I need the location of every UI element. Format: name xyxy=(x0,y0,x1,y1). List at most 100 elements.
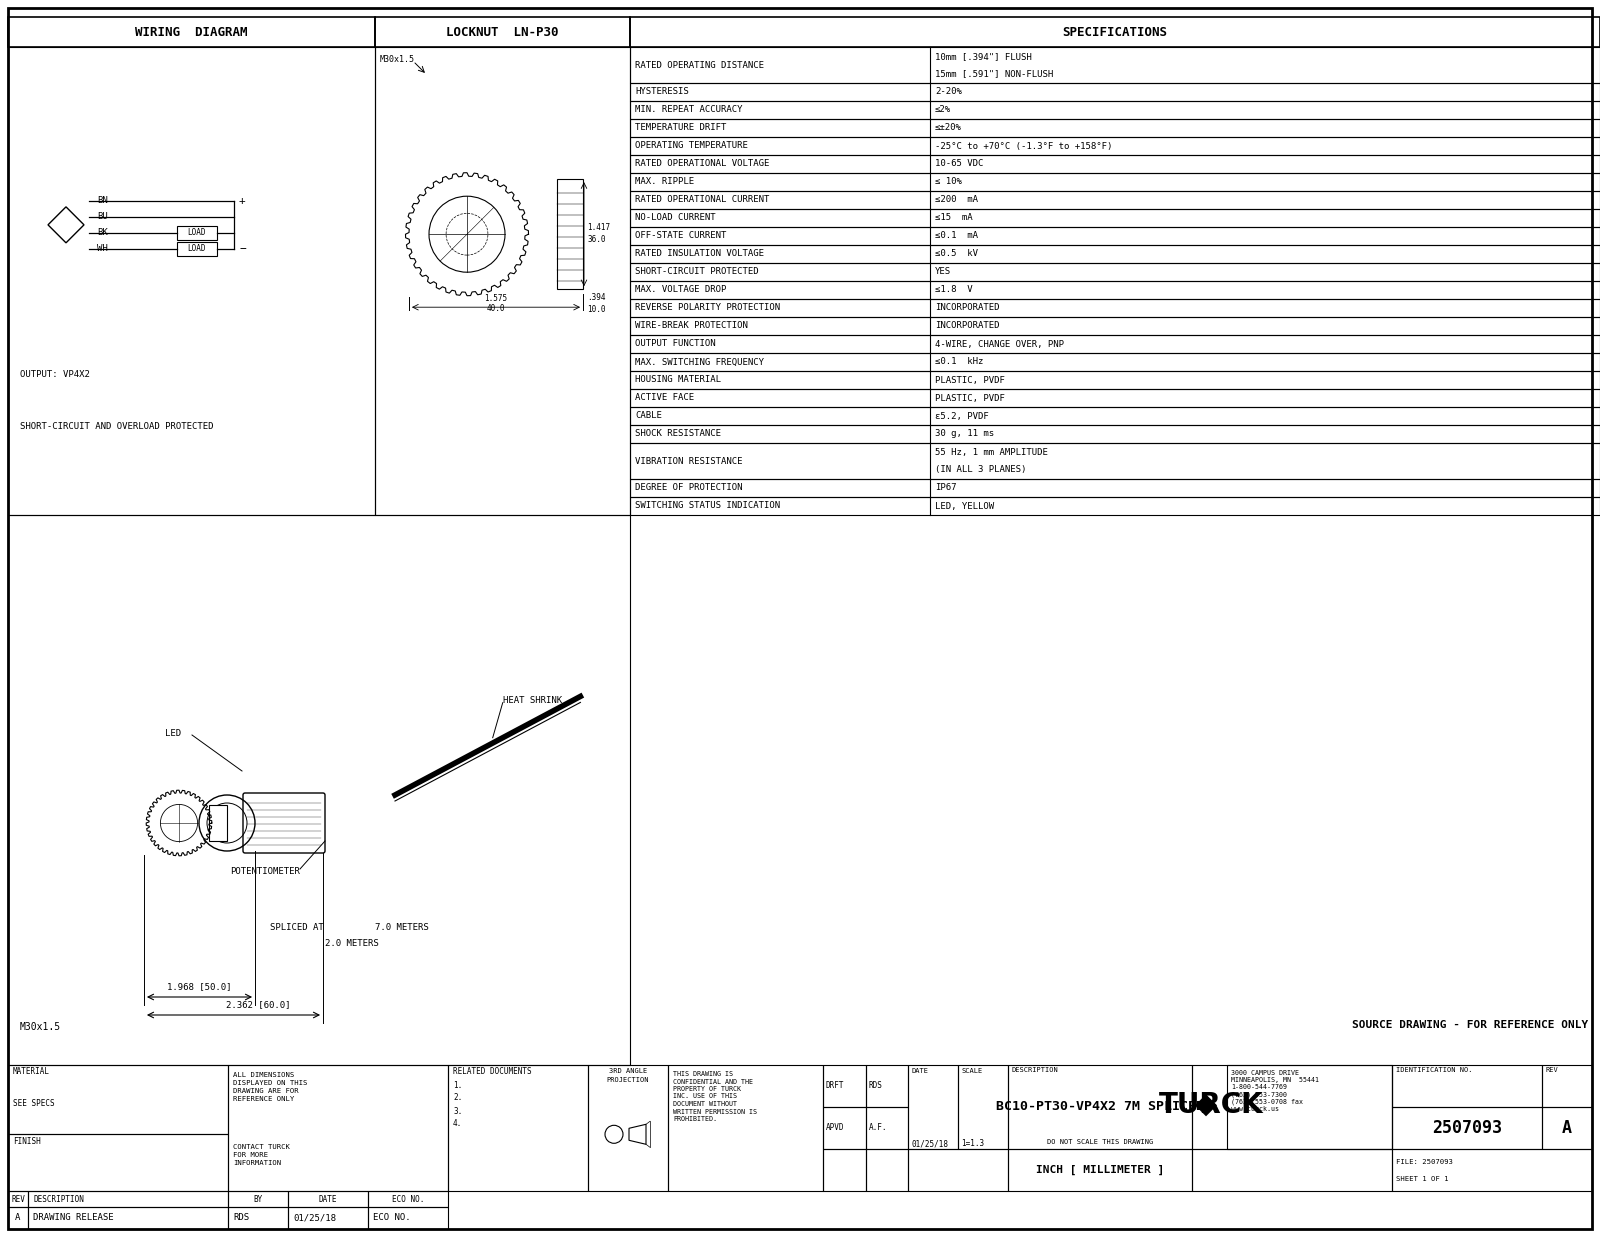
Bar xyxy=(630,155,1600,173)
Text: 55 Hz, 1 mm AMPLITUDE: 55 Hz, 1 mm AMPLITUDE xyxy=(934,448,1048,458)
Text: PROJECTION: PROJECTION xyxy=(606,1077,650,1084)
Text: DISPLAYED ON THIS: DISPLAYED ON THIS xyxy=(234,1080,307,1086)
Bar xyxy=(630,479,1600,497)
Text: SHOCK RESISTANCE: SHOCK RESISTANCE xyxy=(635,429,722,438)
Bar xyxy=(630,245,1600,263)
Text: VIBRATION RESISTANCE: VIBRATION RESISTANCE xyxy=(635,456,742,465)
Bar xyxy=(8,1134,229,1191)
Bar xyxy=(1227,1065,1392,1149)
Text: HEAT SHRINK: HEAT SHRINK xyxy=(502,696,562,705)
Bar xyxy=(630,388,1600,407)
Text: 2.0 METERS: 2.0 METERS xyxy=(325,939,379,948)
Bar xyxy=(229,1191,288,1207)
Bar xyxy=(1542,1065,1592,1107)
Bar xyxy=(822,1149,866,1191)
Text: CONFIDENTIAL AND THE: CONFIDENTIAL AND THE xyxy=(674,1079,754,1085)
Text: 2.362 [60.0]: 2.362 [60.0] xyxy=(226,1001,291,1009)
Bar xyxy=(229,1207,288,1230)
Text: (IN ALL 3 PLANES): (IN ALL 3 PLANES) xyxy=(934,465,1026,474)
Text: FOR MORE: FOR MORE xyxy=(234,1153,269,1158)
Text: CONTACT TURCK: CONTACT TURCK xyxy=(234,1144,290,1150)
Bar xyxy=(630,83,1600,101)
Text: BY: BY xyxy=(253,1195,262,1204)
Bar xyxy=(630,119,1600,137)
Bar xyxy=(630,173,1600,190)
Text: 3.: 3. xyxy=(453,1107,462,1116)
Text: LOAD: LOAD xyxy=(187,245,206,254)
Text: REFERENCE ONLY: REFERENCE ONLY xyxy=(234,1096,294,1102)
Text: WRITTEN PERMISSION IS: WRITTEN PERMISSION IS xyxy=(674,1108,757,1115)
Bar xyxy=(1008,1065,1192,1149)
Text: A.F.: A.F. xyxy=(869,1123,886,1133)
Bar xyxy=(630,299,1600,317)
Text: DESCRIPTION: DESCRIPTION xyxy=(1013,1068,1059,1072)
Text: -25°C to +70°C (-1.3°F to +158°F): -25°C to +70°C (-1.3°F to +158°F) xyxy=(934,141,1112,151)
Bar xyxy=(958,1065,1008,1149)
Text: DRAWING RELEASE: DRAWING RELEASE xyxy=(34,1213,114,1222)
Text: PROHIBITED.: PROHIBITED. xyxy=(674,1116,717,1122)
Bar xyxy=(866,1107,909,1149)
Text: SPLICED AT: SPLICED AT xyxy=(270,924,323,933)
Text: RATED OPERATIONAL CURRENT: RATED OPERATIONAL CURRENT xyxy=(635,195,770,204)
Bar xyxy=(29,1207,229,1230)
Bar xyxy=(822,1065,866,1107)
Text: DO NOT SCALE THIS DRAWING: DO NOT SCALE THIS DRAWING xyxy=(1046,1139,1154,1145)
Text: ≤15  mA: ≤15 mA xyxy=(934,214,973,223)
Text: 4-WIRE, CHANGE OVER, PNP: 4-WIRE, CHANGE OVER, PNP xyxy=(934,339,1064,349)
Text: BN: BN xyxy=(98,197,107,205)
Text: MAX. VOLTAGE DROP: MAX. VOLTAGE DROP xyxy=(635,286,726,294)
Bar xyxy=(178,242,218,256)
Bar xyxy=(669,1065,822,1191)
Bar xyxy=(374,47,630,515)
Text: 10mm [.394"] FLUSH: 10mm [.394"] FLUSH xyxy=(934,52,1032,61)
Text: MAX. SWITCHING FREQUENCY: MAX. SWITCHING FREQUENCY xyxy=(635,357,765,366)
Text: ≤0.1  mA: ≤0.1 mA xyxy=(934,231,978,240)
Text: RDS: RDS xyxy=(869,1081,882,1091)
Text: RDS: RDS xyxy=(234,1213,250,1222)
Text: FINISH: FINISH xyxy=(13,1137,40,1145)
Text: 2.: 2. xyxy=(453,1094,462,1102)
Text: 1.575: 1.575 xyxy=(485,293,507,303)
Bar xyxy=(557,179,582,289)
Text: SOURCE DRAWING - FOR REFERENCE ONLY: SOURCE DRAWING - FOR REFERENCE ONLY xyxy=(1352,1021,1587,1030)
Bar xyxy=(630,101,1600,119)
Text: ALL DIMENSIONS: ALL DIMENSIONS xyxy=(234,1072,294,1077)
Text: DATE: DATE xyxy=(318,1195,338,1204)
Text: RATED OPERATIONAL VOLTAGE: RATED OPERATIONAL VOLTAGE xyxy=(635,160,770,168)
Text: ε5.2, PVDF: ε5.2, PVDF xyxy=(934,412,989,421)
Bar xyxy=(909,1149,1008,1191)
Text: SCALE: SCALE xyxy=(962,1068,982,1074)
Bar xyxy=(29,1191,229,1207)
Bar xyxy=(909,1065,958,1149)
Text: 01/25/18: 01/25/18 xyxy=(293,1213,336,1222)
Text: INCH [ MILLIMETER ]: INCH [ MILLIMETER ] xyxy=(1035,1165,1165,1175)
Text: 2507093: 2507093 xyxy=(1432,1119,1502,1137)
Bar xyxy=(630,281,1600,299)
Bar xyxy=(630,407,1600,426)
Bar xyxy=(630,335,1600,353)
Text: 36.0: 36.0 xyxy=(587,235,605,244)
Text: CABLE: CABLE xyxy=(635,412,662,421)
Text: LOAD: LOAD xyxy=(187,229,206,238)
Text: IP67: IP67 xyxy=(934,484,957,492)
Text: MAX. RIPPLE: MAX. RIPPLE xyxy=(635,177,694,187)
Text: DRFT: DRFT xyxy=(826,1081,845,1091)
Text: 4.: 4. xyxy=(453,1119,462,1128)
Bar xyxy=(1392,1065,1542,1107)
Bar xyxy=(288,1207,368,1230)
Text: ≤ 10%: ≤ 10% xyxy=(934,177,962,187)
Bar xyxy=(630,47,1600,83)
Text: REV: REV xyxy=(1546,1068,1558,1072)
Bar xyxy=(866,1065,909,1107)
Bar xyxy=(630,263,1600,281)
Text: PROPERTY OF TURCK: PROPERTY OF TURCK xyxy=(674,1086,741,1092)
Bar xyxy=(630,137,1600,155)
Bar xyxy=(8,515,630,1065)
Text: RELATED DOCUMENTS: RELATED DOCUMENTS xyxy=(453,1066,531,1075)
Text: 3000 CAMPUS DRIVE: 3000 CAMPUS DRIVE xyxy=(1230,1070,1299,1076)
Text: 1.417: 1.417 xyxy=(587,223,610,231)
Bar xyxy=(589,1065,669,1191)
Text: WH: WH xyxy=(98,245,107,254)
Text: PLASTIC, PVDF: PLASTIC, PVDF xyxy=(934,393,1005,402)
Text: RATED INSULATION VOLTAGE: RATED INSULATION VOLTAGE xyxy=(635,250,765,259)
